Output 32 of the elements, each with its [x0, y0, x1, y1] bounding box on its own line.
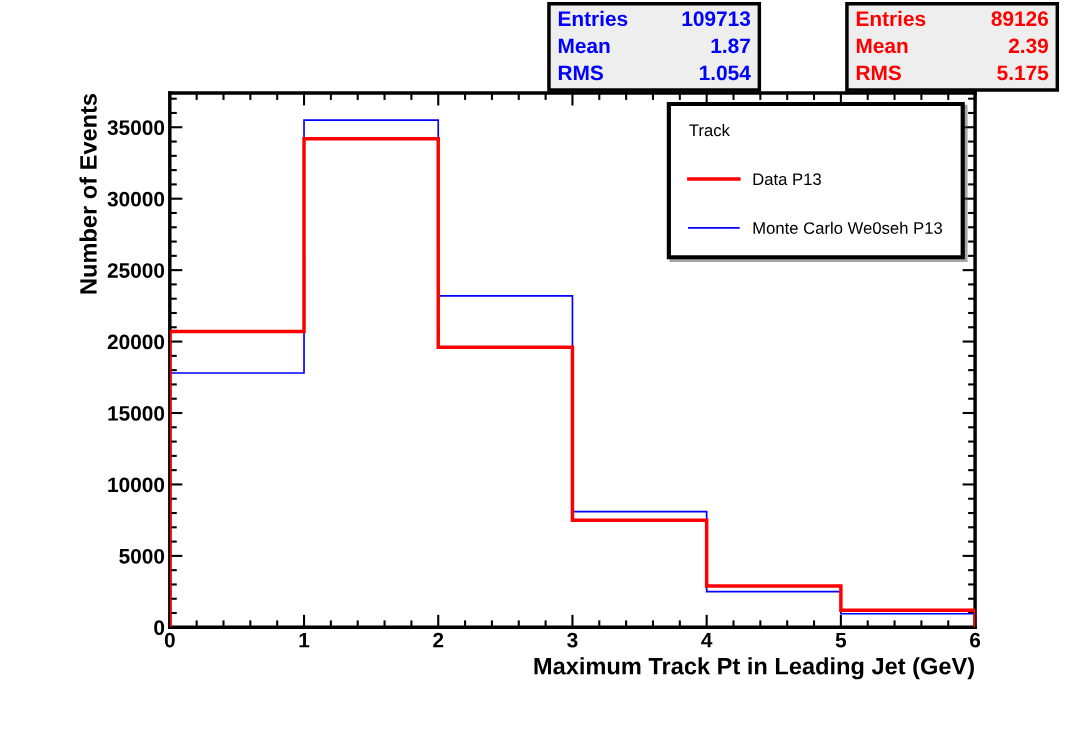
x-tick-label: 0 [164, 632, 175, 648]
y-tick-label: 15000 [108, 406, 165, 421]
text: 2.39 [1008, 38, 1049, 54]
text: RMS [856, 65, 901, 81]
text: 109713 [682, 11, 751, 27]
text: 89126 [991, 11, 1049, 27]
x-tick-label: 1 [299, 632, 310, 648]
text: 1.87 [711, 38, 750, 54]
legend-label: Monte Carlo We0seh P13 [753, 221, 942, 234]
legend-label: Data P13 [753, 173, 821, 186]
legend-title: Track [689, 123, 730, 137]
text: Mean [558, 38, 610, 54]
x-axis-title: Maximum Track Pt in Leading Jet (GeV) [534, 657, 974, 680]
y-tick-label: 30000 [107, 191, 165, 207]
y-tick-label: 20000 [107, 334, 165, 350]
y-tick-label: 25000 [107, 263, 165, 278]
text: RMS [558, 65, 603, 81]
x-tick-label: 3 [567, 632, 578, 648]
x-tick-label: 5 [835, 632, 847, 648]
text: Entries [558, 10, 628, 27]
x-tick-label: 4 [701, 632, 713, 648]
y-tick-label: 10000 [108, 477, 165, 493]
y-axis-title: Number of Events [79, 93, 97, 294]
x-tick-label: 6 [970, 632, 981, 648]
x-tick-label: 2 [433, 632, 444, 648]
text: 5.175 [997, 65, 1049, 81]
text: Entries [856, 10, 926, 27]
y-tick-label: 35000 [107, 120, 165, 136]
text: Mean [856, 38, 908, 54]
y-tick-label: 5000 [119, 548, 165, 564]
y-tick-label: 0 [154, 620, 165, 636]
text: 1.054 [699, 65, 751, 81]
